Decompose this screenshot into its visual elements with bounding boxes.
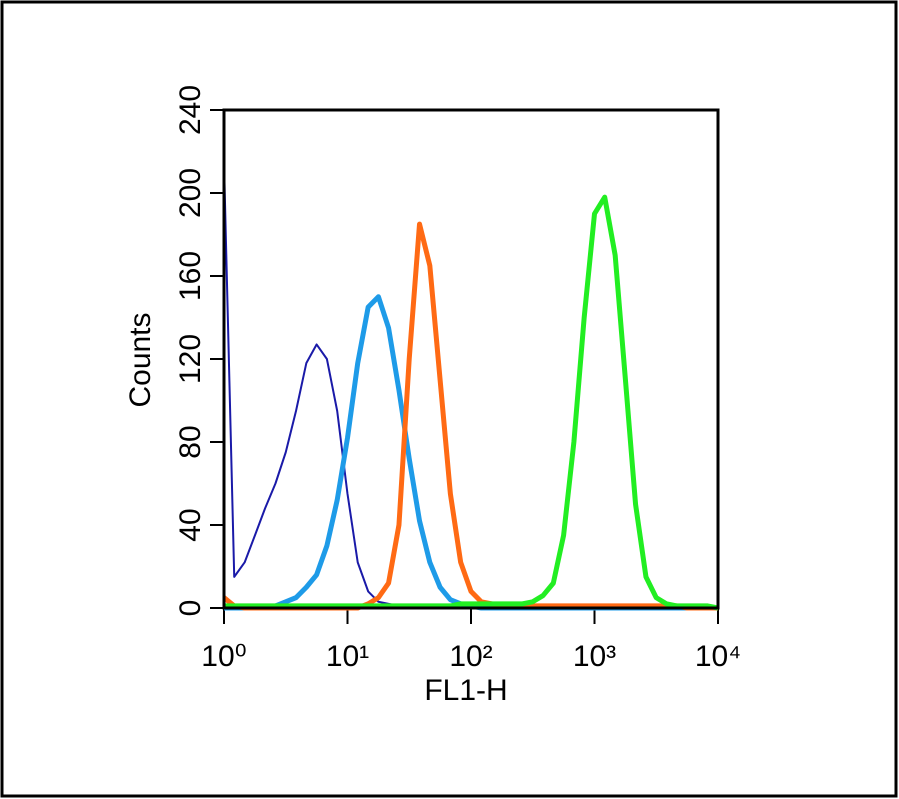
x-tick-label: 10²	[449, 640, 492, 673]
y-tick-label: 120	[174, 334, 207, 384]
y-tick-label: 0	[174, 600, 207, 617]
y-axis-label: Counts	[124, 312, 157, 407]
y-tick-label: 200	[174, 168, 207, 218]
y-tick-label: 80	[174, 425, 207, 458]
x-tick-label: 10¹	[326, 640, 369, 673]
x-tick-label: 10³	[573, 640, 616, 673]
x-tick-label: 10⁴	[695, 640, 741, 673]
x-axis-label: FL1-H	[424, 674, 507, 707]
series-line	[224, 194, 719, 611]
y-tick-label: 160	[174, 251, 207, 301]
x-tick-label: 10⁰	[201, 640, 246, 673]
y-tick-label: 240	[174, 85, 207, 135]
y-tick-label: 40	[174, 508, 207, 541]
plot-border	[222, 108, 720, 610]
